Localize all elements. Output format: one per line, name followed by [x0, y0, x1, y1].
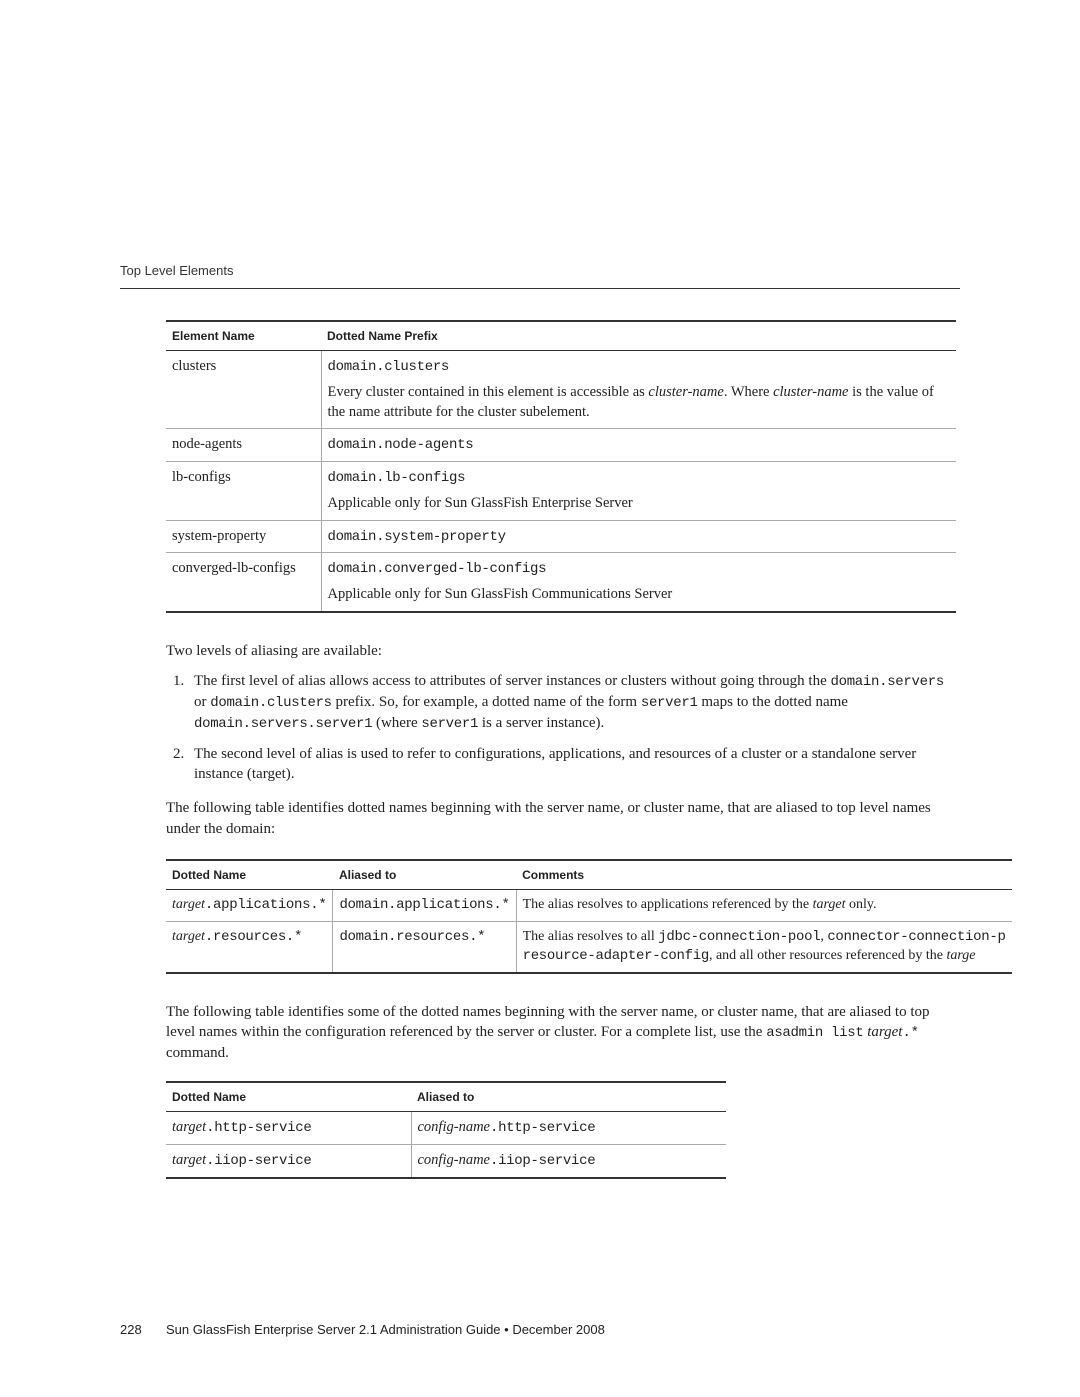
- page: Top Level Elements Element Name Dotted N…: [0, 0, 1080, 1397]
- header-title: Top Level Elements: [120, 263, 233, 278]
- table-row: target.applications.* domain.application…: [166, 890, 1012, 922]
- content-area: Element Name Dotted Name Prefix clusters…: [166, 320, 956, 1179]
- ordered-list: The first level of alias allows access t…: [166, 671, 956, 784]
- th-dotted-prefix: Dotted Name Prefix: [321, 321, 956, 351]
- code-text: domain.converged-lb-configs: [328, 561, 547, 577]
- cell-prefix: domain.clusters Every cluster contained …: [321, 351, 956, 429]
- paragraph: Two levels of aliasing are available:: [166, 641, 956, 661]
- table-row: converged-lb-configs domain.converged-lb…: [166, 553, 956, 612]
- cell-prefix: domain.node-agents: [321, 429, 956, 462]
- table-row: node-agents domain.node-agents: [166, 429, 956, 462]
- code-text: domain.node-agents: [328, 437, 474, 453]
- footer-text: Sun GlassFish Enterprise Server 2.1 Admi…: [166, 1322, 960, 1337]
- cell-dotted-name: target.applications.*: [166, 890, 333, 922]
- table-row: lb-configs domain.lb-configs Applicable …: [166, 462, 956, 520]
- cell-elem: node-agents: [166, 429, 321, 462]
- table-row: target.iiop-service config-name.iiop-ser…: [166, 1145, 726, 1178]
- th-element-name: Element Name: [166, 321, 321, 351]
- cell-desc: Applicable only for Sun GlassFish Enterp…: [328, 494, 951, 514]
- cell-prefix: domain.lb-configs Applicable only for Su…: [321, 462, 956, 520]
- list-item: The first level of alias allows access t…: [188, 671, 956, 734]
- cell-elem: system-property: [166, 520, 321, 553]
- paragraph: The following table identifies some of t…: [166, 1002, 956, 1063]
- table-aliased-domain: Dotted Name Aliased to Comments target.a…: [166, 859, 1012, 974]
- table-row: system-property domain.system-property: [166, 520, 956, 553]
- cell-dotted-name: target.resources.*: [166, 921, 333, 972]
- table-row: target.resources.* domain.resources.* Th…: [166, 921, 1012, 972]
- paragraph: The following table identifies dotted na…: [166, 798, 956, 839]
- cell-desc: Applicable only for Sun GlassFish Commun…: [328, 585, 951, 605]
- cell-elem: converged-lb-configs: [166, 553, 321, 612]
- th-aliased-to: Aliased to: [333, 860, 516, 890]
- th-comments: Comments: [516, 860, 1011, 890]
- table-row: target.http-service config-name.http-ser…: [166, 1112, 726, 1145]
- page-number: 228: [120, 1322, 142, 1337]
- cell-aliased-to: domain.applications.*: [333, 890, 516, 922]
- cell-comments: The alias resolves to all jdbc-connectio…: [516, 921, 1011, 972]
- th-dotted-name: Dotted Name: [166, 1082, 411, 1112]
- th-aliased-to: Aliased to: [411, 1082, 726, 1112]
- header-rule: [120, 288, 960, 289]
- cell-prefix: domain.converged-lb-configs Applicable o…: [321, 553, 956, 612]
- cell-elem: clusters: [166, 351, 321, 429]
- cell-desc: Every cluster contained in this element …: [328, 383, 951, 422]
- th-dotted-name: Dotted Name: [166, 860, 333, 890]
- table-top-level-elements: Element Name Dotted Name Prefix clusters…: [166, 320, 956, 613]
- cell-aliased-to: domain.resources.*: [333, 921, 516, 972]
- cell-elem: lb-configs: [166, 462, 321, 520]
- cell-prefix: domain.system-property: [321, 520, 956, 553]
- code-text: domain.clusters: [328, 359, 450, 375]
- cell-aliased-to: config-name.iiop-service: [411, 1145, 726, 1178]
- cell-aliased-to: config-name.http-service: [411, 1112, 726, 1145]
- cell-dotted-name: target.http-service: [166, 1112, 411, 1145]
- code-text: domain.system-property: [328, 529, 506, 545]
- table-aliased-config: Dotted Name Aliased to target.http-servi…: [166, 1081, 726, 1179]
- code-text: domain.lb-configs: [328, 470, 466, 486]
- cell-dotted-name: target.iiop-service: [166, 1145, 411, 1178]
- table-row: clusters domain.clusters Every cluster c…: [166, 351, 956, 429]
- list-item: The second level of alias is used to ref…: [188, 744, 956, 785]
- cell-comments: The alias resolves to applications refer…: [516, 890, 1011, 922]
